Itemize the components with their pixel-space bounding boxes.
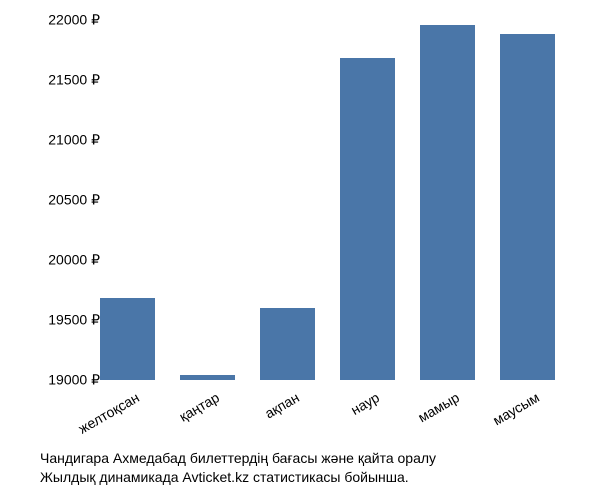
bar (340, 58, 395, 380)
y-tick-label: 22000 ₽ (48, 12, 100, 29)
bar (260, 308, 315, 380)
x-tick-label: наур (304, 389, 381, 443)
x-tick-label: қаңтар (144, 389, 221, 443)
y-tick-label: 20000 ₽ (48, 252, 100, 269)
x-tick-label: ақпан (224, 389, 301, 443)
x-tick-label: мамыр (384, 389, 461, 443)
y-tick-label: 21000 ₽ (48, 132, 100, 149)
chart-area (90, 20, 580, 380)
bar (420, 25, 475, 380)
plot-area (90, 20, 580, 380)
y-tick-label: 19500 ₽ (48, 312, 100, 329)
x-axis-labels: желтоқсанқаңтарақпаннаурмамырмаусым (90, 380, 580, 440)
caption-line-2: Жылдық динамикада Avticket.kz статистика… (40, 468, 436, 488)
y-tick-label: 21500 ₽ (48, 72, 100, 89)
bar (500, 34, 555, 380)
y-tick-label: 20500 ₽ (48, 192, 100, 209)
x-tick-label: маусым (464, 389, 541, 443)
bar (100, 298, 155, 380)
caption-line-1: Чандигара Ахмедабад билеттердің бағасы ж… (40, 449, 436, 469)
chart-caption: Чандигара Ахмедабад билеттердің бағасы ж… (40, 449, 436, 488)
x-tick-label: желтоқсан (64, 389, 141, 443)
